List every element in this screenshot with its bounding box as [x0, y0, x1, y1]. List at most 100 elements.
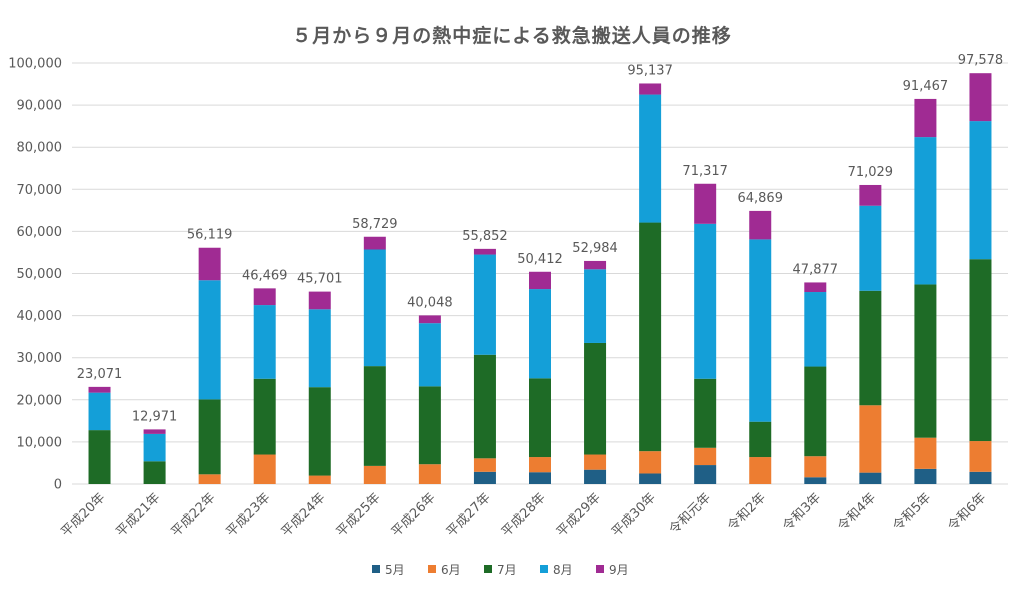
legend-swatch — [540, 565, 548, 573]
bar-segment — [88, 386, 111, 393]
total-label: 58,729 — [352, 217, 398, 232]
x-axis-ticks: 平成20年 平成21年 平成22年 平成23年 平成24年 平成25年 平成26年 平成27年… — [58, 490, 989, 540]
x-tick-label: 平成28年 — [499, 490, 549, 540]
y-tick-label: 20,000 — [17, 393, 63, 408]
bar-segment — [969, 441, 992, 472]
bar-segment — [694, 223, 717, 379]
bar-segment — [969, 259, 992, 442]
bar-segment — [749, 421, 772, 458]
legend-label: 6月 — [441, 563, 461, 577]
total-label: 97,578 — [958, 53, 1004, 68]
total-label: 45,701 — [297, 272, 343, 287]
bar-segment — [308, 475, 331, 484]
bar-segment — [308, 291, 331, 310]
x-tick-label: 平成24年 — [279, 490, 329, 540]
x-tick-label: 平成29年 — [554, 490, 604, 540]
bar-segment — [804, 292, 827, 367]
bar-segment — [914, 284, 937, 438]
total-labels: 23,071 12,971 56,119 46,469 45,701 58,729 40,0… — [77, 53, 1003, 424]
y-tick-label: 70,000 — [17, 183, 63, 198]
bar-segment — [914, 468, 937, 484]
bar-segment — [639, 222, 662, 452]
y-tick-label: 10,000 — [17, 435, 63, 450]
bar-segment — [639, 83, 662, 95]
bar-segment — [473, 254, 496, 355]
bar-segment — [584, 260, 607, 270]
bar-segment — [969, 471, 992, 484]
bar-segment — [253, 288, 276, 306]
bar-segment — [253, 454, 276, 484]
bar-segment — [639, 473, 662, 484]
bar-segment — [584, 469, 607, 484]
bar-segment — [88, 392, 111, 431]
bar-segment — [253, 378, 276, 455]
total-label: 52,984 — [572, 241, 618, 256]
bar-segment — [473, 248, 496, 255]
bar-segment — [694, 465, 717, 484]
total-label: 71,029 — [848, 165, 894, 180]
bar-segment — [198, 247, 221, 281]
bar-segment — [473, 354, 496, 459]
y-tick-label: 100,000 — [8, 57, 62, 72]
y-tick-label: 30,000 — [17, 351, 63, 366]
bar-segment — [694, 378, 717, 448]
bar-segment — [639, 94, 662, 223]
x-tick-label: 令和6年 — [945, 490, 989, 534]
bar-segment — [969, 121, 992, 260]
bar-segment — [969, 73, 992, 122]
bar-segment — [749, 457, 772, 484]
legend-label: 5月 — [385, 563, 405, 577]
bar-segment — [529, 472, 551, 484]
x-tick-label: 平成27年 — [444, 490, 494, 540]
bar-segment — [88, 430, 111, 484]
bar-segment — [418, 386, 441, 465]
x-tick-label: 平成20年 — [58, 490, 108, 540]
total-label: 64,869 — [737, 191, 783, 206]
x-tick-label: 令和元年 — [667, 490, 714, 537]
bar-segment — [639, 451, 662, 474]
y-axis-ticks: 0 10,000 20,000 30,000 40,000 50,000 60,000 70,… — [8, 57, 62, 493]
bar-segment — [749, 239, 772, 422]
bar-segment — [584, 269, 607, 343]
bar-segment — [749, 210, 772, 240]
legend-label: 7月 — [497, 563, 517, 577]
legend-swatch — [596, 565, 604, 573]
bar-segment — [529, 271, 551, 290]
legend-label: 8月 — [553, 563, 573, 577]
bar-segment — [253, 305, 276, 379]
bars — [88, 73, 992, 484]
bar-segment — [143, 461, 166, 484]
bar-segment — [418, 315, 441, 324]
bar-segment — [529, 378, 551, 458]
y-tick-label: 50,000 — [17, 267, 63, 282]
total-label: 91,467 — [903, 79, 949, 94]
total-label: 40,048 — [407, 295, 453, 310]
total-label: 95,137 — [627, 63, 673, 78]
total-label: 50,412 — [517, 252, 563, 267]
bar-segment — [198, 280, 221, 400]
bar-segment — [308, 387, 331, 476]
bar-segment — [363, 236, 386, 250]
bar-segment — [418, 323, 441, 387]
total-label: 12,971 — [132, 409, 178, 424]
bar-segment — [584, 454, 607, 470]
total-label: 71,317 — [682, 164, 728, 179]
bar-segment — [143, 433, 166, 462]
x-tick-label: 令和2年 — [725, 490, 769, 534]
legend: 5月 6月 7月 8月 9月 — [372, 563, 629, 577]
bar-segment — [914, 437, 937, 469]
x-tick-label: 平成30年 — [609, 490, 659, 540]
y-tick-label: 60,000 — [17, 225, 63, 240]
bar-segment — [694, 447, 717, 466]
bar-segment — [914, 98, 937, 138]
bar-segment — [363, 366, 386, 466]
y-tick-label: 80,000 — [17, 141, 63, 156]
x-tick-label: 令和3年 — [780, 490, 824, 534]
bar-segment — [859, 205, 882, 291]
bar-segment — [804, 366, 827, 457]
bar-segment — [418, 464, 441, 484]
total-label: 55,852 — [462, 229, 508, 244]
bar-segment — [363, 249, 386, 367]
legend-swatch — [428, 565, 436, 573]
